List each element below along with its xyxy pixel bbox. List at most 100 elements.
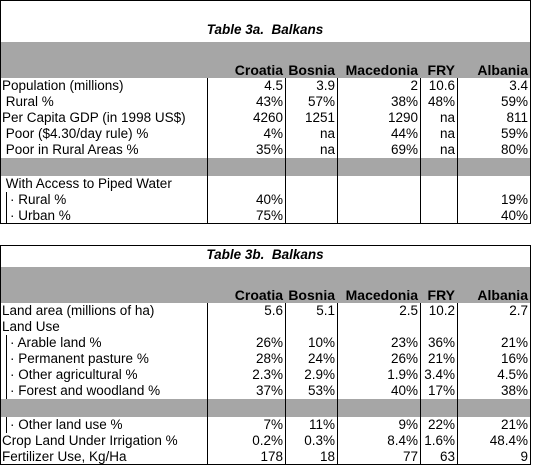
indent-line <box>6 335 7 351</box>
value-cell: 63 <box>439 449 455 464</box>
value-cell: 59% <box>500 126 528 141</box>
value-cell: 22% <box>427 417 455 432</box>
value-cell: na <box>319 126 335 141</box>
column-line <box>457 303 458 465</box>
column-line <box>337 303 338 465</box>
value-cell: 1290 <box>387 110 418 125</box>
value-cell: 4.5% <box>497 367 528 382</box>
value-cell: 26% <box>390 351 418 366</box>
value-cell: 21% <box>500 335 528 350</box>
value-cell: na <box>439 142 455 157</box>
row-label: Land Use <box>2 319 60 334</box>
indent-line <box>6 367 7 383</box>
value-cell: 37% <box>255 383 283 398</box>
value-cell: 53% <box>307 383 335 398</box>
value-cell: 4260 <box>252 110 283 125</box>
separator-band <box>0 158 530 176</box>
value-cell: 1.6% <box>424 433 455 448</box>
value-cell: 40% <box>390 383 418 398</box>
value-cell: 9 <box>520 449 528 464</box>
column-header: Macedonia <box>345 287 418 303</box>
value-cell: 17% <box>427 383 455 398</box>
row-label: Per Capita GDP (in 1998 US$) <box>2 110 186 125</box>
row-label: · Other land use % <box>10 417 123 432</box>
value-cell: 811 <box>506 110 528 125</box>
value-cell: 38% <box>390 94 418 109</box>
value-cell: 10.6 <box>428 78 455 93</box>
row-label: Crop Land Under Irrigation % <box>2 433 178 448</box>
value-cell: 43% <box>255 94 283 109</box>
value-cell: 10.2 <box>428 303 455 318</box>
value-cell: 40% <box>255 192 283 207</box>
table-frame <box>0 245 531 465</box>
column-line <box>207 303 208 465</box>
value-cell: 80% <box>500 142 528 157</box>
value-cell: 5.6 <box>264 303 283 318</box>
indent-line <box>6 351 7 367</box>
value-cell: 48% <box>427 94 455 109</box>
column-line <box>285 303 286 465</box>
value-cell: 10% <box>307 335 335 350</box>
indent-line <box>6 417 7 433</box>
row-label: Fertilizer Use, Kg/Ha <box>2 449 127 464</box>
value-cell: 11% <box>308 417 335 432</box>
value-cell: 2.7 <box>509 303 528 318</box>
row-label: · Forest and woodland % <box>10 383 161 398</box>
value-cell: na <box>439 110 455 125</box>
row-label: With Access to Piped Water <box>2 176 172 191</box>
value-cell: 40% <box>500 208 528 223</box>
column-header: Croatia <box>234 287 283 303</box>
value-cell: 35% <box>255 142 283 157</box>
indent-line <box>6 383 7 399</box>
row-label: Poor in Rural Areas % <box>2 142 139 157</box>
column-header: FRY <box>427 62 455 78</box>
column-header: Albania <box>477 62 528 78</box>
row-label: · Arable land % <box>10 335 102 350</box>
value-cell: 2.3% <box>252 367 283 382</box>
header-band <box>0 42 530 78</box>
row-label: · Urban % <box>10 208 71 223</box>
value-cell: 3.4 <box>509 78 528 93</box>
value-cell: 36% <box>427 335 455 350</box>
column-header: Bosnia <box>288 62 335 78</box>
column-line <box>457 78 458 224</box>
column-header: FRY <box>427 287 455 303</box>
value-cell: 38% <box>500 383 528 398</box>
column-line <box>420 303 421 465</box>
value-cell: 2.5 <box>399 303 418 318</box>
column-header: Bosnia <box>288 287 335 303</box>
column-header: Croatia <box>234 62 283 78</box>
value-cell: 1251 <box>304 110 335 125</box>
indent-line <box>6 208 7 224</box>
table-title: Table 3a. Balkans <box>206 22 324 37</box>
value-cell: 59% <box>500 94 528 109</box>
row-label: · Rural % <box>10 192 67 207</box>
value-cell: 3.9 <box>316 78 335 93</box>
value-cell: 18 <box>319 449 335 464</box>
value-cell: na <box>319 142 335 157</box>
value-cell: 21% <box>427 351 455 366</box>
row-label: Rural % <box>2 94 54 109</box>
column-line <box>285 78 286 224</box>
value-cell: 23% <box>390 335 418 350</box>
column-line <box>337 78 338 224</box>
value-cell: 178 <box>260 449 283 464</box>
value-cell: na <box>439 126 455 141</box>
value-cell: 9% <box>398 417 418 432</box>
row-label: · Other agricultural % <box>10 367 138 382</box>
value-cell: 2.9% <box>304 367 335 382</box>
value-cell: 0.3% <box>304 433 335 448</box>
value-cell: 69% <box>390 142 418 157</box>
value-cell: 75% <box>255 208 283 223</box>
value-cell: 48.4% <box>489 433 528 448</box>
column-line <box>420 78 421 224</box>
value-cell: 21% <box>500 417 528 432</box>
value-cell: 19% <box>500 192 528 207</box>
value-cell: 57% <box>307 94 335 109</box>
value-cell: 3.4% <box>424 367 455 382</box>
value-cell: 4% <box>263 126 283 141</box>
value-cell: 5.1 <box>316 303 335 318</box>
indent-line <box>6 192 7 208</box>
value-cell: 1.9% <box>387 367 418 382</box>
